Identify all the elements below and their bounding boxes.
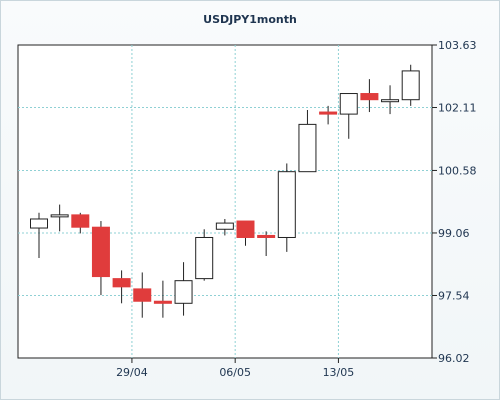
candle (30, 212, 48, 259)
candle-body-up (401, 70, 420, 101)
candle-body-down (153, 300, 172, 304)
x-tick-label: 29/04 (116, 366, 148, 379)
y-tick-label: 100.58 (438, 164, 477, 177)
candle (319, 105, 338, 125)
axes: 103.63 102.11 100.58 99.06 97.54 96.02 29/04 06… (116, 39, 476, 379)
candles (30, 64, 420, 318)
candle (91, 221, 110, 296)
chart-title: USDJPY1month (203, 13, 297, 26)
candle (298, 109, 317, 173)
candle-body-down (112, 278, 131, 288)
candle-body-up (50, 214, 69, 218)
candle-body-up (215, 222, 234, 230)
candle (236, 220, 255, 246)
candle (215, 218, 234, 236)
candle-body-up (381, 99, 400, 103)
candle-body-up (174, 280, 193, 304)
candle-body-down (91, 226, 110, 278)
candle-body-down (236, 220, 255, 238)
candle (381, 85, 400, 115)
candle-body-down (257, 234, 276, 238)
candle (257, 231, 276, 256)
candle-body-down (360, 93, 379, 101)
candle-body-down (133, 288, 152, 302)
candle (133, 272, 152, 318)
y-tick-label: 99.06 (438, 227, 470, 240)
candle-body-down (71, 214, 90, 228)
y-tick-label: 102.11 (438, 102, 477, 115)
candle-body-up (30, 218, 48, 229)
y-tick-label: 97.54 (438, 289, 470, 302)
candle (339, 93, 358, 139)
x-tick-label: 13/05 (323, 366, 355, 379)
candle (112, 270, 131, 304)
grid-lines (18, 45, 432, 358)
candle (71, 212, 90, 234)
candle (360, 79, 379, 113)
y-tick-label: 96.02 (438, 352, 470, 365)
candle-body-down (319, 111, 338, 115)
candle (401, 64, 420, 106)
candle (277, 163, 296, 252)
candle-body-up (339, 93, 358, 115)
y-tick-label: 103.63 (438, 39, 477, 52)
candle (153, 280, 172, 318)
candle (195, 229, 214, 281)
candle-body-up (195, 236, 214, 280)
candle (50, 204, 69, 232)
candle-body-up (298, 123, 317, 173)
candle (174, 262, 193, 316)
x-tick-label: 06/05 (219, 366, 251, 379)
candle-body-up (277, 171, 296, 238)
